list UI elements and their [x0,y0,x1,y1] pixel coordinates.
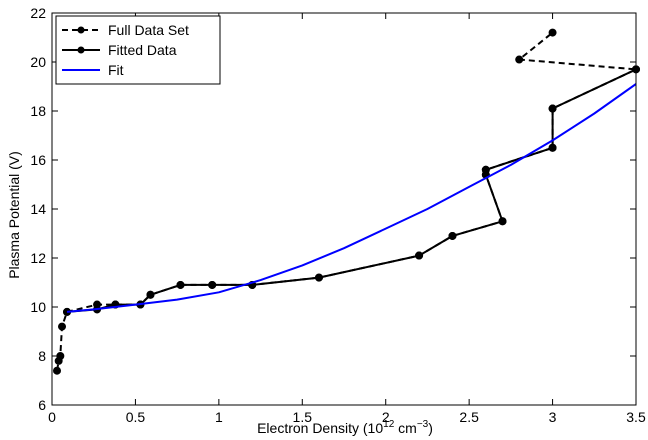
legend-entry: Full Data Set [62,22,189,38]
legend-label: Fitted Data [108,42,177,58]
x-tick-label: 3 [549,409,557,425]
series-line [66,83,637,313]
x-tick-label: 0 [48,409,56,425]
legend: Full Data Set Fitted Data Fit [55,15,221,85]
y-tick-label: 20 [30,54,46,70]
y-tick-label: 18 [30,103,46,119]
y-tick-label: 8 [38,348,46,364]
tick-labels: 0 0.5 1 1.5 2 2.5 3 3.5 6 8 10 12 14 16 18 20 22 [30,5,646,425]
data-point [515,55,524,64]
x-axis-title: Electron Density (1012 cm−3) [257,419,433,436]
data-point [415,251,424,260]
data-point [548,28,557,37]
axis-ticks [51,12,637,406]
legend-entry: Fitted Data [62,42,177,58]
y-tick-label: 14 [30,201,46,217]
x-tick-label: 1.5 [293,409,313,425]
legend-entry: Fit [62,62,124,78]
data-point [448,231,457,240]
data-point [481,165,490,174]
legend-marker [77,26,85,34]
y-tick-label: 22 [30,5,46,21]
x-tick-label: 0.5 [126,409,146,425]
legend-label: Fit [108,62,124,78]
y-tick-label: 10 [30,299,46,315]
data-point [176,280,185,289]
data-point [58,322,67,331]
data-point [208,280,217,289]
data-point [314,273,323,282]
y-tick-label: 16 [30,152,46,168]
x-tick-label: 2.5 [459,409,479,425]
data-point [146,290,155,299]
legend-marker [77,46,85,54]
y-axis-title: Plasma Potential (V) [6,151,22,279]
y-tick-label: 12 [30,250,46,266]
x-tick-label: 3.5 [626,409,646,425]
data-point [53,366,62,375]
y-tick-label: 6 [38,397,46,413]
data-point [548,143,557,152]
x-tick-label: 2 [382,409,390,425]
series-fit [66,83,637,313]
x-tick-label: 1 [215,409,223,425]
series-fitted-data [63,65,640,316]
data-point [548,104,557,113]
data-point [498,217,507,226]
legend-label: Full Data Set [108,22,189,38]
